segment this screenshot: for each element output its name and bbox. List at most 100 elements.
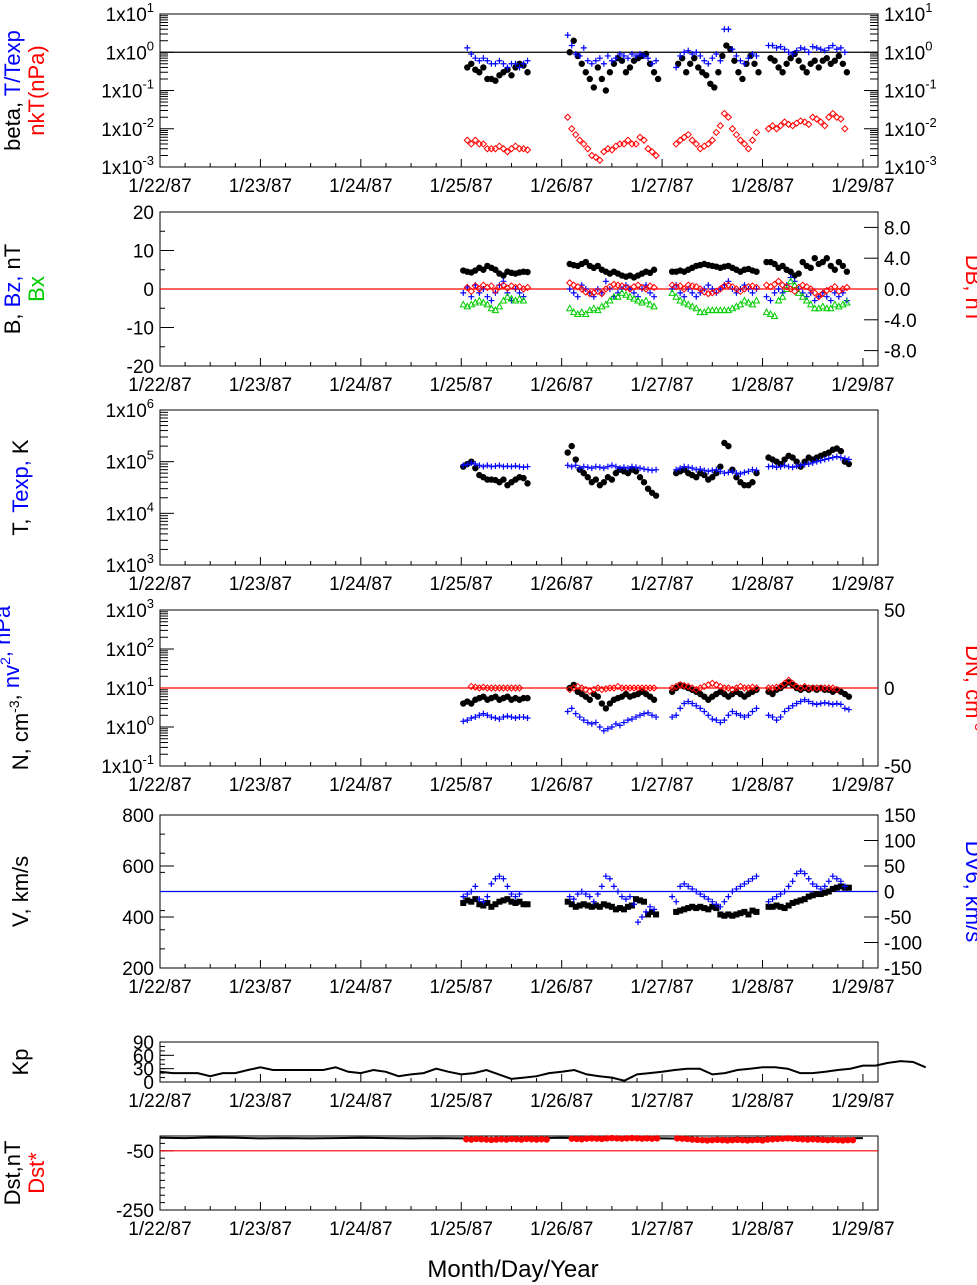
dst-point — [764, 1136, 771, 1143]
bfield-point — [676, 296, 685, 304]
beta-point — [739, 75, 746, 83]
temp-point — [496, 462, 503, 469]
velocity-point — [741, 908, 748, 915]
density-point — [650, 684, 658, 692]
kp-left-tick-label: 60 — [133, 1046, 154, 1067]
beta-point — [841, 125, 849, 133]
temp-y-axis-label: T, Texp, K — [8, 439, 33, 536]
bfield-point — [499, 296, 508, 304]
temp-point — [640, 479, 648, 486]
density-point — [781, 708, 788, 715]
velocity-point — [673, 898, 680, 905]
temp-point — [512, 462, 519, 469]
velocity-point — [697, 903, 704, 910]
velocity-right-tick-label: -150 — [884, 959, 922, 980]
temp-point — [480, 463, 487, 470]
velocity-y-axis-label: V, km/s — [8, 856, 33, 927]
bfield-point — [823, 255, 830, 262]
beta-point — [783, 60, 790, 67]
velocity-right-tick-label: -50 — [884, 908, 911, 929]
beta-point — [837, 44, 844, 51]
beta-point — [695, 64, 702, 71]
temp-point — [809, 459, 816, 466]
velocity-point — [681, 880, 688, 887]
bfield-point — [475, 296, 484, 304]
beta-point — [793, 47, 800, 54]
density-point — [800, 682, 809, 691]
beta-point — [523, 146, 532, 154]
dst-point — [518, 1136, 525, 1143]
velocity-point — [733, 911, 740, 918]
velocity-point — [809, 880, 816, 887]
velocity-point — [713, 901, 720, 908]
bfield-point — [668, 288, 676, 296]
bfield-point — [574, 293, 581, 300]
dst-point — [528, 1136, 535, 1143]
beta-point — [704, 140, 712, 148]
dst-point — [638, 1135, 646, 1142]
density-point — [833, 700, 840, 707]
density-point — [584, 719, 591, 726]
dst-point — [799, 1136, 806, 1143]
density-point — [668, 688, 676, 695]
beta-point — [564, 32, 571, 39]
bfield-point — [503, 292, 512, 300]
density-point — [805, 698, 812, 705]
density-point — [721, 717, 728, 724]
velocity-point — [500, 875, 507, 882]
bfield-point — [752, 283, 761, 292]
velocity-point — [468, 888, 475, 895]
density-point — [464, 717, 471, 724]
velocity-point — [813, 891, 820, 898]
bfield-x-tick-label: 1/26/87 — [530, 375, 593, 396]
temp-point — [584, 474, 591, 481]
velocity-point — [564, 898, 571, 905]
density-point — [472, 714, 479, 721]
velocity-point — [628, 902, 635, 909]
density-point — [809, 700, 816, 707]
bfield-x-tick-label: 1/23/87 — [229, 375, 292, 396]
temp-point — [520, 474, 527, 482]
bfield-point — [779, 262, 786, 270]
bfield-point — [642, 285, 650, 293]
bfield-point — [826, 304, 835, 312]
density-point — [488, 714, 495, 721]
temp-point — [673, 466, 680, 473]
velocity-point — [512, 893, 519, 900]
kp-x-tick-label: 1/28/87 — [731, 1091, 794, 1112]
temp-point — [588, 465, 595, 472]
beta-point — [771, 57, 778, 64]
temp-point — [749, 479, 756, 486]
velocity-point — [488, 903, 495, 910]
density-point — [821, 699, 828, 706]
temp-x-tick-label: 1/28/87 — [731, 574, 794, 595]
beta-point — [524, 57, 531, 64]
beta-point — [735, 69, 742, 76]
temp-point — [472, 464, 479, 472]
temp-left-tick-label: 1x104 — [106, 499, 154, 525]
dst-point — [754, 1136, 761, 1144]
temp-point — [789, 454, 796, 461]
temp-point — [568, 442, 575, 450]
temp-point — [644, 485, 652, 492]
temp-point — [745, 468, 752, 475]
bfield-point — [728, 282, 737, 291]
velocity-point — [781, 888, 788, 895]
temp-point — [580, 469, 587, 477]
bfield-point — [712, 306, 721, 314]
velocity-point — [809, 892, 816, 899]
density-point — [717, 719, 724, 726]
velocity-point — [745, 911, 752, 918]
bfield-point — [688, 282, 696, 290]
velocity-point — [641, 898, 648, 905]
bfield-point — [602, 278, 609, 285]
bfield-right-tick-label: 0.0 — [884, 280, 910, 301]
bfield-left-tick-label: 0 — [143, 280, 154, 301]
density-point — [572, 710, 579, 717]
bfield-point — [782, 282, 791, 291]
temp-point — [717, 463, 724, 470]
dst-point — [618, 1135, 626, 1142]
temp-point — [600, 479, 608, 486]
velocity-point — [801, 870, 808, 877]
dst-x-tick-label: 1/24/87 — [329, 1219, 392, 1240]
